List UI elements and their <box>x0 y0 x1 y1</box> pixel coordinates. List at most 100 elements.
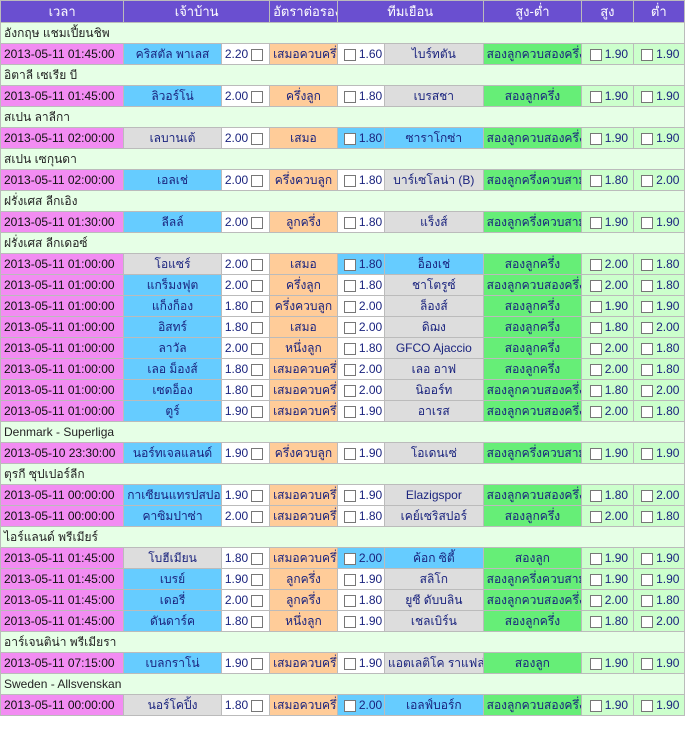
checkbox[interactable] <box>251 510 264 523</box>
away-odds: 2.00 <box>337 548 385 568</box>
checkbox[interactable] <box>251 300 264 313</box>
checkbox[interactable] <box>641 300 654 313</box>
checkbox[interactable] <box>343 489 356 502</box>
checkbox[interactable] <box>251 384 264 397</box>
checkbox[interactable] <box>343 321 356 334</box>
checkbox[interactable] <box>641 489 654 502</box>
checkbox[interactable] <box>641 321 654 334</box>
checkbox[interactable] <box>589 489 602 502</box>
total: สองลูกครึ่ง <box>483 359 582 379</box>
checkbox[interactable] <box>589 216 602 229</box>
checkbox[interactable] <box>589 699 602 712</box>
checkbox[interactable] <box>589 384 602 397</box>
checkbox[interactable] <box>641 447 654 460</box>
checkbox[interactable] <box>343 363 356 376</box>
checkbox[interactable] <box>589 447 602 460</box>
checkbox[interactable] <box>343 342 356 355</box>
checkbox[interactable] <box>251 594 264 607</box>
checkbox[interactable] <box>641 132 654 145</box>
match-row: 2013-05-11 01:45:00 ดันดาร์ค 1.80 หนึ่งลูก 1… <box>1 611 684 631</box>
checkbox[interactable] <box>641 90 654 103</box>
checkbox[interactable] <box>641 552 654 565</box>
checkbox[interactable] <box>641 615 654 628</box>
checkbox[interactable] <box>589 510 602 523</box>
checkbox[interactable] <box>641 258 654 271</box>
odds: 2.00 <box>604 362 629 376</box>
checkbox[interactable] <box>589 552 602 565</box>
checkbox[interactable] <box>251 258 264 271</box>
checkbox[interactable] <box>641 594 654 607</box>
checkbox[interactable] <box>641 174 654 187</box>
checkbox[interactable] <box>343 300 356 313</box>
checkbox[interactable] <box>641 363 654 376</box>
checkbox[interactable] <box>251 48 264 61</box>
checkbox[interactable] <box>641 405 654 418</box>
checkbox[interactable] <box>589 405 602 418</box>
checkbox[interactable] <box>251 174 264 187</box>
checkbox[interactable] <box>251 90 264 103</box>
checkbox[interactable] <box>251 363 264 376</box>
checkbox[interactable] <box>343 405 356 418</box>
handicap: เสมอควบครึ่ง <box>270 401 337 421</box>
checkbox[interactable] <box>251 216 264 229</box>
checkbox[interactable] <box>251 615 264 628</box>
checkbox[interactable] <box>641 510 654 523</box>
checkbox[interactable] <box>641 657 654 670</box>
checkbox[interactable] <box>251 573 264 586</box>
checkbox[interactable] <box>589 90 602 103</box>
checkbox[interactable] <box>251 132 264 145</box>
home-team: อิสทร์ <box>124 317 221 337</box>
checkbox[interactable] <box>251 552 264 565</box>
checkbox[interactable] <box>251 279 264 292</box>
checkbox[interactable] <box>343 384 356 397</box>
checkbox[interactable] <box>251 699 264 712</box>
checkbox[interactable] <box>343 258 356 271</box>
checkbox[interactable] <box>589 258 602 271</box>
checkbox[interactable] <box>343 615 356 628</box>
checkbox[interactable] <box>589 300 602 313</box>
checkbox[interactable] <box>343 279 356 292</box>
total-text: สองลูกควบสองครึ่ง <box>486 46 582 61</box>
checkbox[interactable] <box>641 216 654 229</box>
checkbox[interactable] <box>589 174 602 187</box>
checkbox[interactable] <box>343 90 356 103</box>
checkbox[interactable] <box>343 699 356 712</box>
checkbox[interactable] <box>251 447 264 460</box>
checkbox[interactable] <box>343 132 356 145</box>
league-row: ฝรั่งเศส ลีกเดอซ์ <box>1 233 684 253</box>
checkbox[interactable] <box>589 321 602 334</box>
checkbox[interactable] <box>641 573 654 586</box>
checkbox[interactable] <box>589 132 602 145</box>
checkbox[interactable] <box>343 594 356 607</box>
checkbox[interactable] <box>589 342 602 355</box>
under-odds: 1.80 <box>633 590 684 610</box>
checkbox[interactable] <box>343 573 356 586</box>
checkbox[interactable] <box>589 279 602 292</box>
checkbox[interactable] <box>251 342 264 355</box>
checkbox[interactable] <box>589 657 602 670</box>
checkbox[interactable] <box>343 48 356 61</box>
checkbox[interactable] <box>641 342 654 355</box>
checkbox[interactable] <box>343 216 356 229</box>
checkbox[interactable] <box>589 573 602 586</box>
checkbox[interactable] <box>589 594 602 607</box>
over-odds: 1.90 <box>582 128 633 148</box>
checkbox[interactable] <box>343 657 356 670</box>
total: สองลูกครึ่งควบสาม <box>483 443 582 463</box>
checkbox[interactable] <box>641 384 654 397</box>
checkbox[interactable] <box>343 174 356 187</box>
checkbox[interactable] <box>589 48 602 61</box>
checkbox[interactable] <box>251 489 264 502</box>
checkbox[interactable] <box>251 657 264 670</box>
checkbox[interactable] <box>343 510 356 523</box>
checkbox[interactable] <box>589 615 602 628</box>
checkbox[interactable] <box>343 552 356 565</box>
checkbox[interactable] <box>641 48 654 61</box>
checkbox[interactable] <box>251 405 264 418</box>
checkbox[interactable] <box>641 699 654 712</box>
checkbox[interactable] <box>251 321 264 334</box>
checkbox[interactable] <box>343 447 356 460</box>
checkbox[interactable] <box>641 279 654 292</box>
checkbox[interactable] <box>589 363 602 376</box>
away-team: อ็องเช่ <box>385 254 483 274</box>
